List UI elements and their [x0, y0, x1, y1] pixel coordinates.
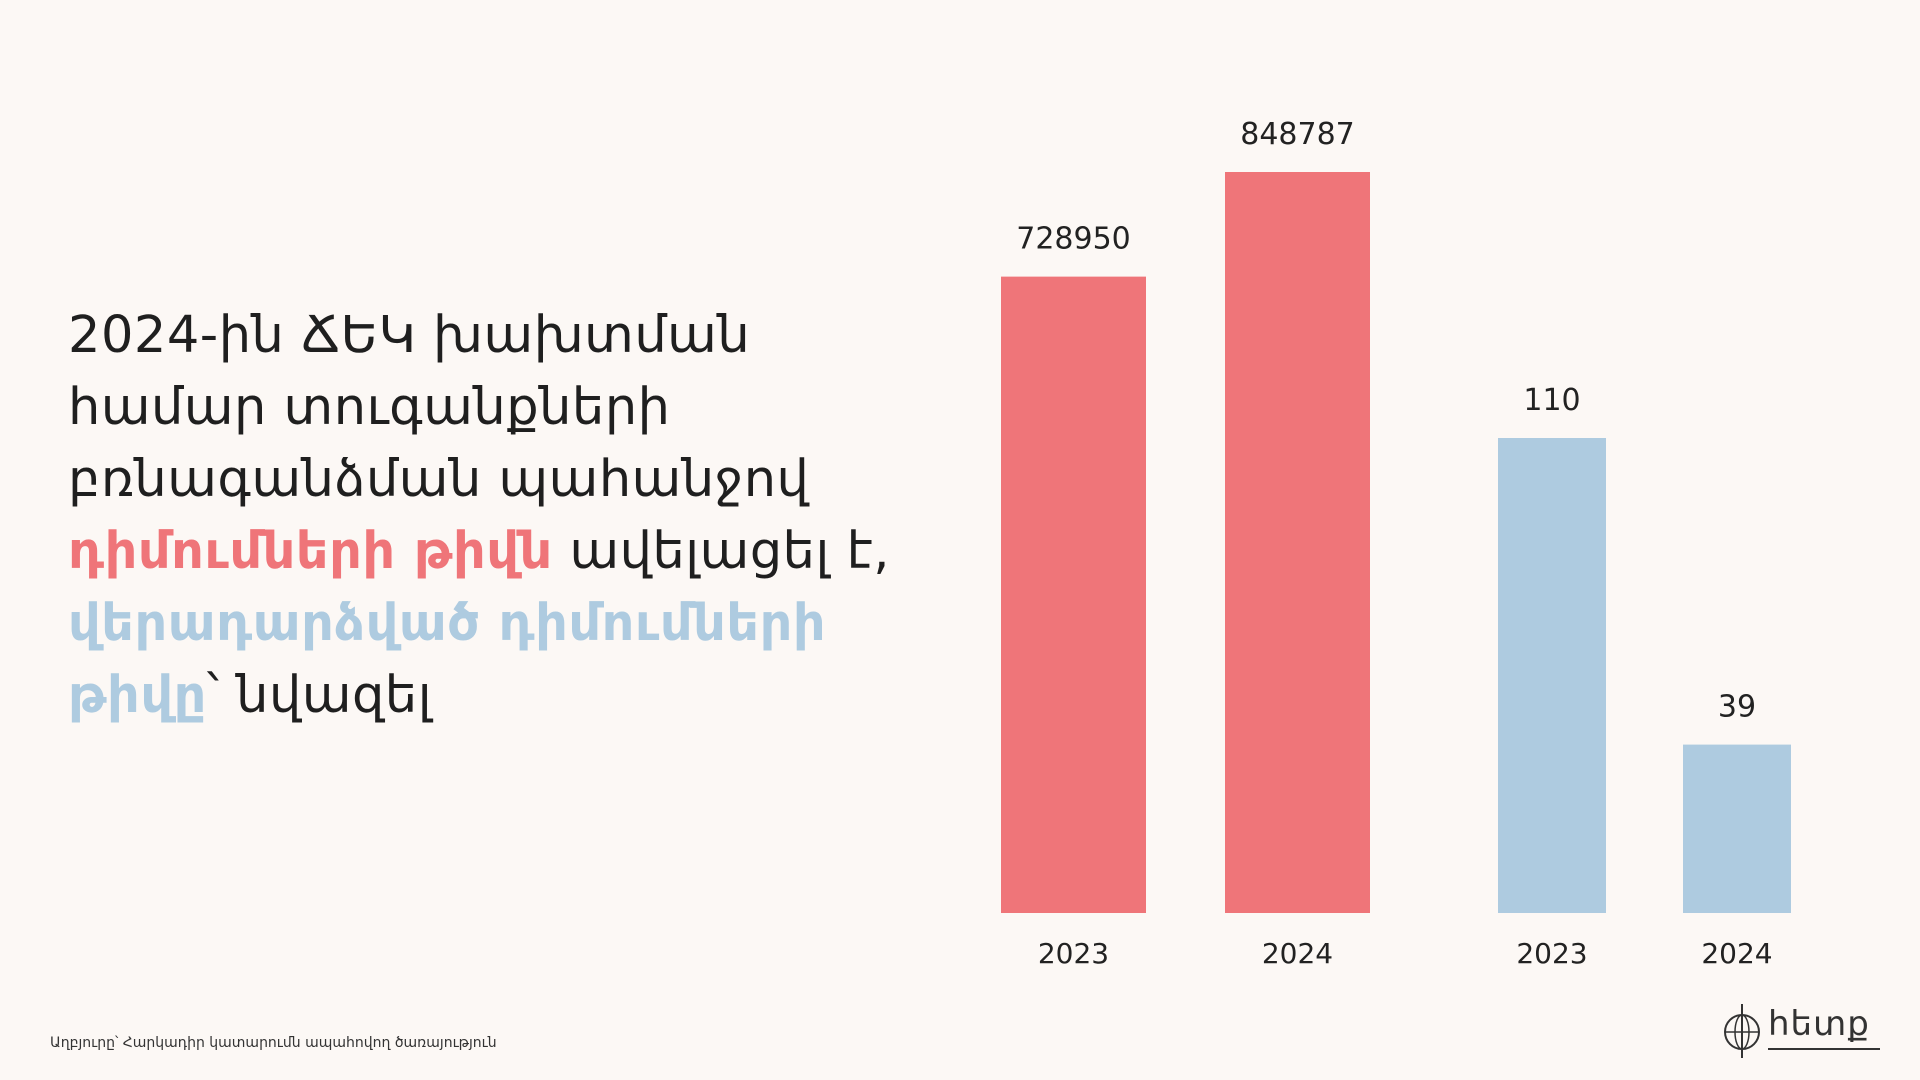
globe-compass-icon: [1724, 1004, 1760, 1058]
highlight-blue-1: վերադարձված դիմումների: [68, 594, 827, 653]
headline: 2024-ին ՃԵԿ խախտման համար տուգանքների բռ…: [68, 300, 948, 732]
logo-text: հետք: [1768, 1004, 1870, 1044]
highlight-red: դիմումների թիվն: [68, 522, 553, 581]
category-label: 2024: [1701, 937, 1772, 970]
category-label: 2024: [1262, 937, 1333, 970]
source-note: Աղբյուրը՝ Հարկադիր կատարումն ապահովող ծա…: [50, 1035, 497, 1051]
bar-2-2023: [1498, 438, 1606, 913]
category-label: 2023: [1516, 937, 1587, 970]
data-label: 39: [1718, 690, 1756, 725]
headline-line-4-rest: ավելացել է,: [552, 522, 890, 581]
bar-1-2024: [1225, 172, 1370, 913]
data-label: 728950: [1016, 222, 1131, 257]
data-label: 110: [1523, 383, 1580, 418]
headline-line-6: թիվը՝ նվազել: [68, 660, 948, 732]
headline-line-2: համար տուգանքների: [68, 378, 671, 437]
highlight-blue-2: թիվը: [68, 666, 207, 725]
headline-line-3: բռնագանձման պահանջով: [68, 450, 810, 509]
logo-underline: [1768, 1048, 1880, 1050]
headline-line-4: դիմումների թիվն ավելացել է,: [68, 516, 948, 588]
headline-line-5: վերադարձված դիմումների: [68, 588, 948, 660]
headline-line-1: 2024-ին ՃԵԿ խախտման: [68, 306, 751, 365]
logo: հետք: [1720, 1000, 1890, 1064]
headline-line-6-rest: ՝ նվազել: [206, 666, 433, 725]
bar-2-2024: [1683, 744, 1791, 913]
bar-1-2023: [1001, 276, 1146, 913]
data-label: 848787: [1240, 117, 1355, 152]
category-label: 2023: [1038, 937, 1109, 970]
